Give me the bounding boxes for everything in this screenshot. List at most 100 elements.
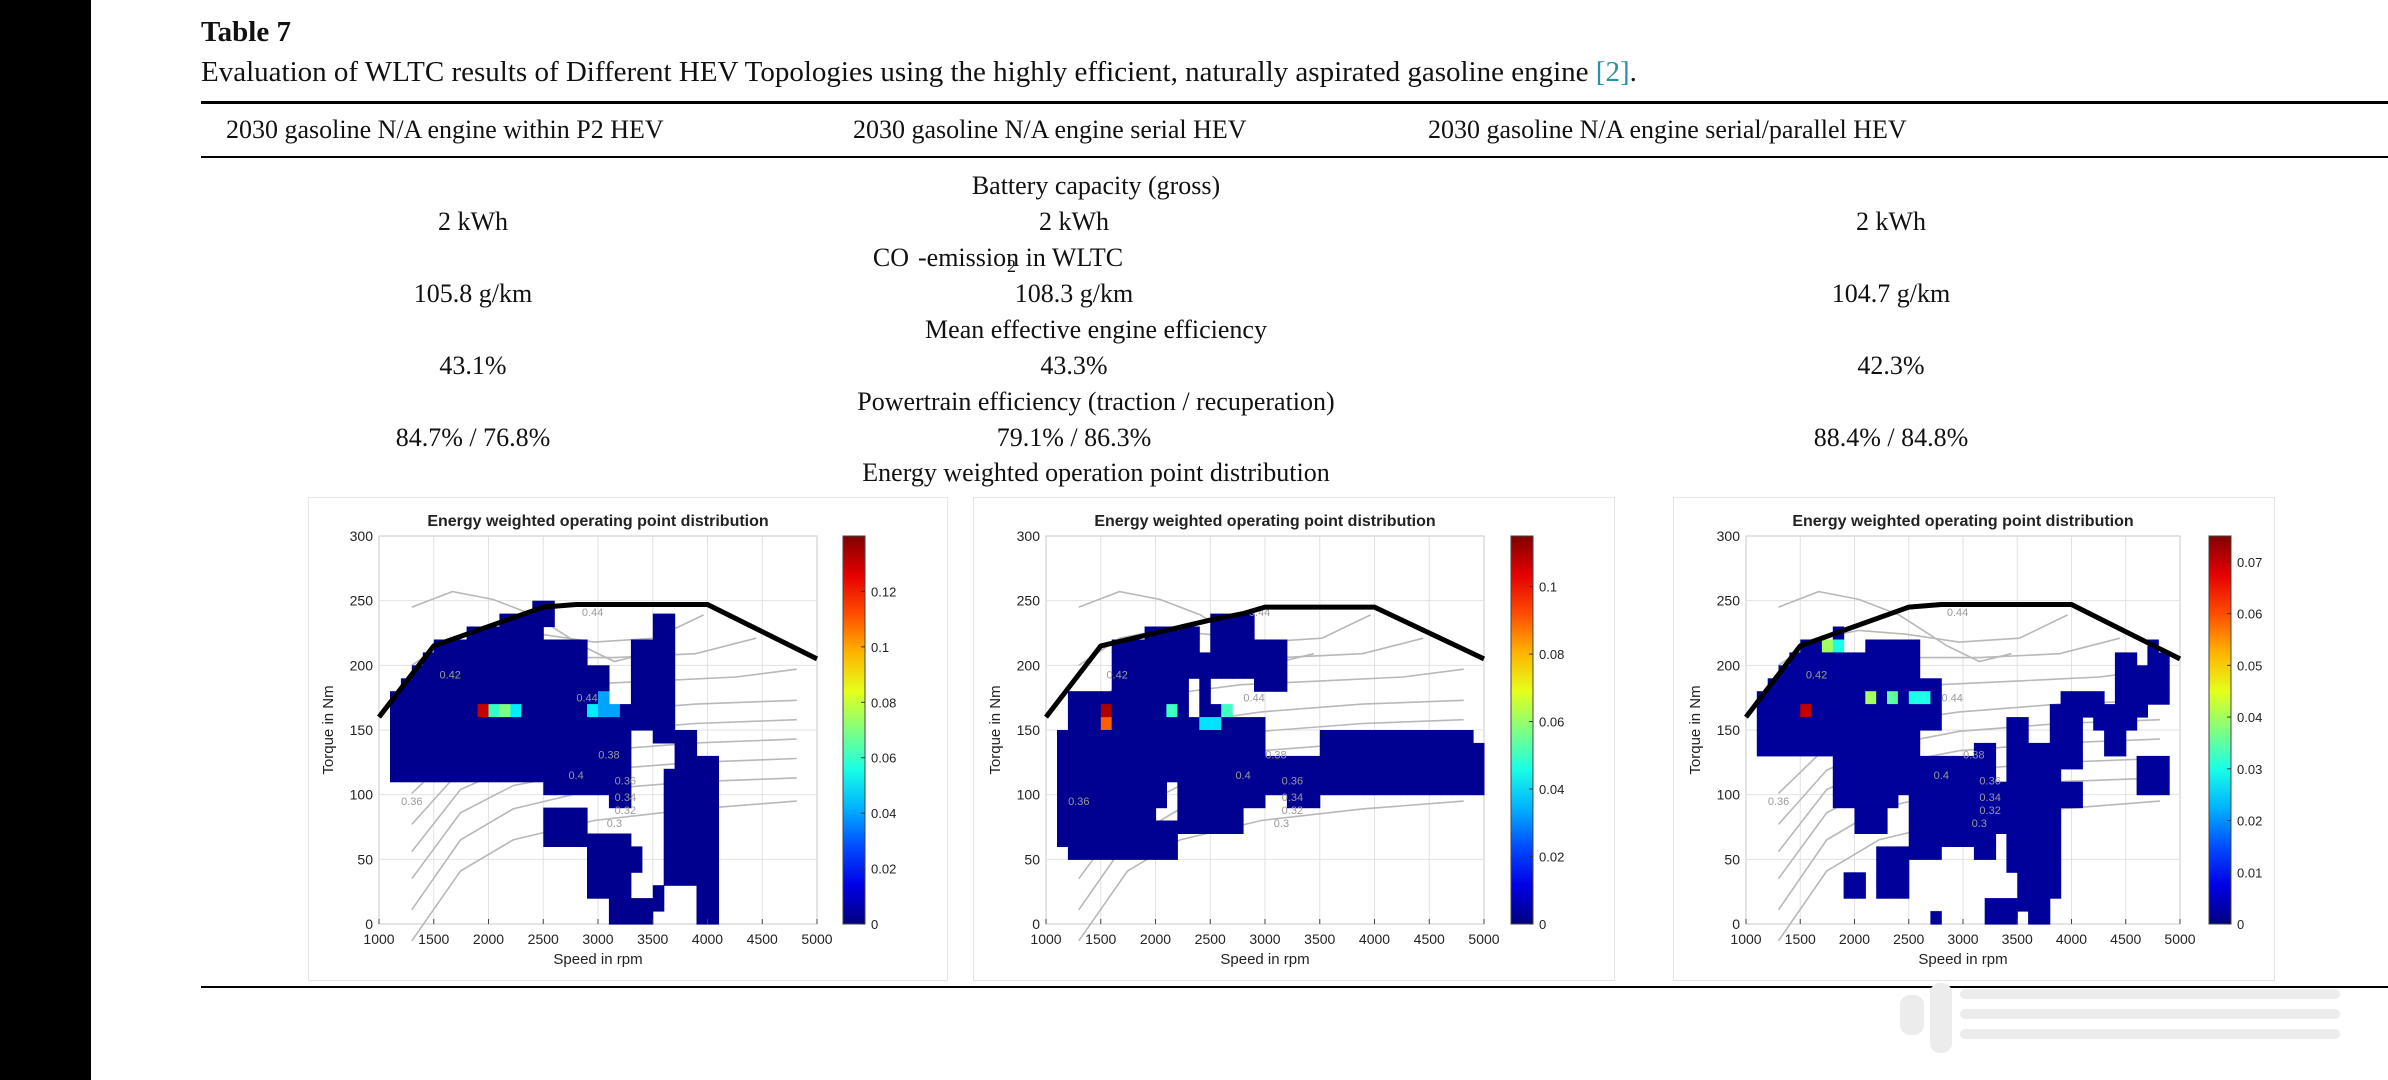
heatmap-cell	[1811, 704, 1823, 718]
heatmap-cell	[587, 691, 599, 705]
heatmap-cell	[1330, 730, 1343, 744]
heatmap-cell	[2006, 742, 2018, 757]
heatmap-cell	[1144, 704, 1157, 718]
heatmap-cell	[1100, 755, 1113, 770]
heatmap-cell	[1876, 678, 1888, 692]
heatmap-cell	[1407, 730, 1419, 744]
x-tick-label: 5000	[801, 931, 832, 947]
heatmap-cell	[433, 755, 446, 770]
heatmap-cell	[1832, 755, 1845, 770]
heatmap-cell	[2038, 820, 2051, 834]
heatmap-cell	[1254, 730, 1266, 744]
heatmap-cell	[1166, 626, 1178, 640]
heatmap-cell	[1111, 730, 1124, 744]
heatmap-cell	[1876, 639, 1888, 653]
heatmap-cell	[2028, 898, 2040, 912]
heatmap-cell	[1221, 807, 1233, 822]
value-pt-p2: 84.7% / 76.8%	[395, 423, 551, 452]
heatmap-cell	[1166, 742, 1178, 757]
heatmap-cell	[1789, 678, 1801, 692]
colorbar-tick-label: 0.01	[2237, 865, 2262, 880]
heatmap-cell	[510, 691, 522, 705]
heatmap-cell	[1133, 781, 1146, 796]
x-tick-label: 1500	[1085, 931, 1116, 947]
heatmap-cell	[1789, 730, 1801, 744]
heatmap-cell	[608, 846, 621, 860]
heatmap-cell	[411, 768, 424, 783]
heatmap-cell	[1078, 781, 1091, 796]
heatmap-cell	[1089, 833, 1102, 847]
heatmap-cell	[707, 846, 719, 860]
heatmap-cell	[1133, 691, 1146, 705]
heatmap-cell	[608, 730, 621, 744]
full-load-curve	[377, 602, 819, 719]
heatmap-cell	[565, 742, 577, 757]
heatmap-cell	[455, 704, 468, 718]
heatmap-cell	[1876, 859, 1888, 873]
heatmap-cell	[1144, 833, 1157, 847]
heatmap-cell	[488, 626, 500, 640]
heatmap-cell	[1930, 717, 1942, 731]
heatmap-cell	[1462, 768, 1474, 783]
heatmap-cell	[1286, 794, 1299, 809]
heatmap-cell	[411, 665, 424, 679]
heatmap-cell	[1876, 730, 1888, 744]
heatmap-cell	[2114, 678, 2127, 692]
heatmap-cell	[1887, 768, 1899, 783]
heatmap-cell	[532, 691, 544, 705]
heatmap-cell	[1210, 639, 1222, 653]
heatmap-cell	[576, 717, 588, 731]
heatmap-cell	[1111, 833, 1124, 847]
heatmap-cell	[510, 639, 522, 653]
heatmap-cell	[1908, 794, 1921, 809]
heatmap-cell	[2114, 717, 2127, 731]
heatmap-cell	[587, 859, 599, 873]
heatmap-cell	[1057, 768, 1069, 783]
heatmap-cell	[1078, 730, 1091, 744]
citation-link[interactable]: [2]	[1595, 56, 1630, 88]
heatmap-cell	[1144, 820, 1157, 834]
heatmap-cell	[1984, 755, 1997, 770]
heatmap-cell	[696, 846, 708, 860]
heatmap-cell	[1210, 730, 1222, 744]
heatmap-cell	[2136, 678, 2148, 692]
value-co2-sp: 104.7 g/km	[1831, 279, 1951, 308]
heatmap-cell	[466, 652, 479, 666]
heatmap-cell	[1984, 820, 1997, 834]
heatmap-cell	[641, 898, 654, 912]
heatmap-cell	[1122, 820, 1135, 834]
colorbar	[2208, 535, 2232, 925]
heatmap-cell	[1133, 678, 1146, 692]
heatmap-cell	[1876, 755, 1888, 770]
heatmap-cell	[444, 742, 457, 757]
heatmap-cell	[2006, 781, 2018, 796]
heatmap-cell	[2136, 768, 2148, 783]
heatmap-cell	[1089, 742, 1102, 757]
heatmap-cell	[521, 626, 533, 640]
heatmap-cell	[1876, 768, 1888, 783]
heatmap-cell	[1243, 768, 1255, 783]
heatmap-cell	[2017, 717, 2029, 731]
heatmap-cell	[1297, 768, 1310, 783]
heatmap-cell	[1232, 652, 1244, 666]
y-tick-label: 150	[350, 722, 374, 738]
heatmap-cell	[652, 613, 665, 628]
efficiency-contour	[1078, 614, 1371, 666]
heatmap-cell	[1100, 742, 1113, 757]
heatmap-cell	[1122, 652, 1135, 666]
heatmap-cell	[433, 768, 446, 783]
heatmap-cell	[1155, 820, 1167, 834]
heatmap-cell	[1221, 794, 1233, 809]
heatmap-cell	[455, 652, 468, 666]
heatmap-cell	[1100, 833, 1113, 847]
heatmap-cell	[554, 742, 566, 757]
heatmap-cell	[1133, 704, 1146, 718]
heatmap-cell	[1854, 755, 1866, 770]
heatmap-cell	[1199, 691, 1211, 705]
heatmap-cell	[2006, 911, 2018, 925]
heatmap-cell	[619, 911, 632, 925]
heatmap-cell	[576, 781, 588, 796]
heatmap-cell	[674, 742, 687, 757]
heatmap-cell	[1843, 755, 1855, 770]
heatmap-cell	[488, 691, 500, 705]
